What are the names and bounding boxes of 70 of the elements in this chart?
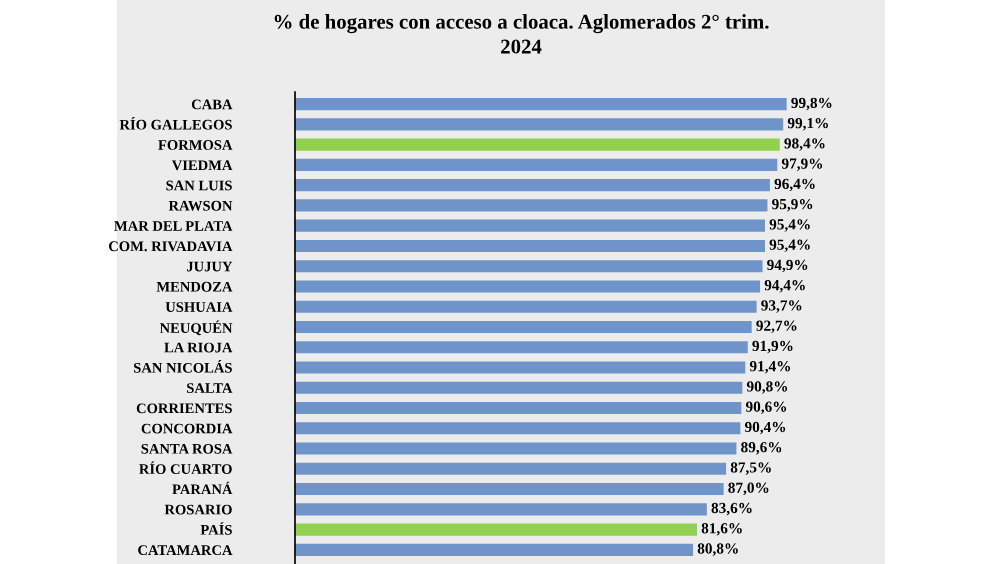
y-tick-label: SAN NICOLÁS <box>134 360 232 373</box>
y-tick-label: CATAMARCA <box>138 545 233 556</box>
bar <box>295 219 765 232</box>
bar <box>295 442 737 455</box>
data-label: 92,7% <box>756 320 797 334</box>
y-tick-label: NEUQUÉN <box>159 320 233 336</box>
data-label: 90,8% <box>746 381 788 394</box>
y-tick-label: RAWSON <box>168 200 233 211</box>
data-label: 87,0% <box>728 482 769 496</box>
bar <box>295 239 765 253</box>
y-tick-label: PAÍS <box>200 522 232 535</box>
bar <box>295 422 741 435</box>
y-tick-label: CABA <box>191 99 233 110</box>
y-tick-label: PARANÁ <box>172 481 233 495</box>
data-label: 91,4% <box>749 361 791 374</box>
data-label: 94,9% <box>767 259 808 273</box>
y-tick-label: VIEDMA <box>171 160 233 171</box>
bar <box>295 118 784 131</box>
data-label: 90,4% <box>744 421 786 435</box>
data-label: 83,6% <box>711 502 752 516</box>
data-label: 94,4% <box>764 279 805 293</box>
y-tick-label: MAR DEL PLATA <box>114 221 233 231</box>
data-label: 81,6% <box>701 523 742 536</box>
data-label: 90,6% <box>745 401 787 415</box>
bar <box>295 523 697 536</box>
bar <box>295 543 694 556</box>
y-tick-label: RÍO CUARTO <box>139 461 232 474</box>
chart-title: % de hogares con acceso a cloaca. Aglomerados 2° trim. 2024 <box>274 14 769 54</box>
bar <box>295 199 768 212</box>
bar <box>295 401 742 415</box>
bar <box>295 98 787 111</box>
data-label: 98,4% <box>784 138 825 151</box>
bar <box>295 260 763 273</box>
bar <box>295 482 724 496</box>
y-tick-label: USHUAIA <box>165 302 233 312</box>
y-tick-label: RÍO GALLEGOS <box>119 117 232 130</box>
y-tick-label: JUJUY <box>186 261 233 272</box>
y-tick-label: FORMOSA <box>158 140 233 150</box>
y-tick-label: LA RIOJA <box>164 342 233 353</box>
bar <box>295 179 770 192</box>
data-label: 96,4% <box>774 178 815 192</box>
y-tick-label: CORRIENTES <box>136 403 232 414</box>
bar <box>295 361 746 374</box>
bar <box>295 158 778 171</box>
y-tick-label: COM. RIVADAVIA <box>108 241 233 252</box>
y-tick-label: ROSARIO <box>164 504 232 515</box>
data-label: 87,5% <box>730 462 771 475</box>
data-label: 80,8% <box>697 543 738 556</box>
bar <box>295 381 743 394</box>
bar <box>295 503 707 516</box>
data-label: 97,9% <box>781 158 823 171</box>
data-label: 95,9% <box>772 198 813 212</box>
data-label: 95,4% <box>769 239 810 252</box>
data-label: 99,1% <box>787 117 828 131</box>
data-label: 91,9% <box>752 340 793 354</box>
y-tick-label: SAN LUIS <box>166 180 232 191</box>
bar <box>295 280 761 293</box>
bar <box>295 138 780 151</box>
y-tick-label: SALTA <box>187 383 233 393</box>
data-label: 89,6% <box>741 442 782 455</box>
y-tick-label: CONCORDIA <box>141 423 233 434</box>
y-tick-label: MENDOZA <box>156 281 233 292</box>
bar <box>295 320 752 334</box>
bar <box>295 300 757 313</box>
data-label: 95,4% <box>769 219 810 232</box>
data-label: 93,7% <box>761 300 802 313</box>
y-tick-label: SANTA ROSA <box>141 443 233 454</box>
bar <box>295 341 748 354</box>
bar <box>295 462 727 475</box>
data-label: 99,8% <box>791 97 832 111</box>
